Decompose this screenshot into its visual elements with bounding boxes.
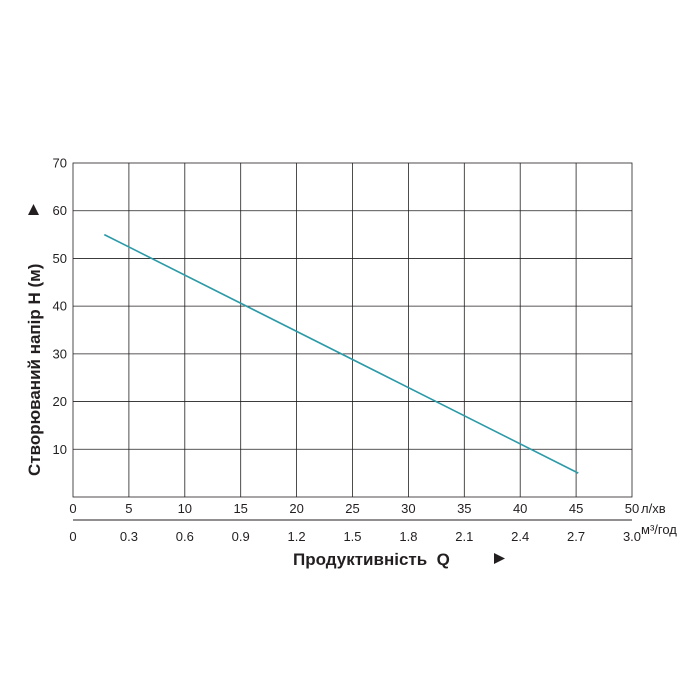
y-tick-label: 60: [53, 203, 67, 218]
y-axis-arrow-icon: [28, 204, 39, 215]
x-tick-label-primary: 40: [513, 501, 527, 516]
x-tick-label-secondary: 2.7: [567, 529, 585, 544]
plot-grid: [72, 162, 633, 498]
series-group: [103, 233, 579, 474]
y-tick-label: 70: [53, 156, 67, 171]
x-tick-label-primary: 30: [401, 501, 415, 516]
y-tick-label: 30: [53, 346, 67, 361]
y-tick-label: 10: [53, 442, 67, 457]
x-tick-label-primary: 45: [569, 501, 583, 516]
x-tick-label-primary: 20: [289, 501, 303, 516]
x-tick-label-secondary: 0.6: [176, 529, 194, 544]
x-axis-title: Продуктивність Q: [293, 550, 450, 569]
y-tick-label: 40: [53, 299, 67, 314]
x-tick-label-secondary: 0.3: [120, 529, 138, 544]
x-tick-labels-secondary: 0 0.3 0.6 0.9 1.2 1.5 1.8 2.1 2.4 2.7 3.0: [69, 529, 641, 544]
x-axis-arrow-icon: [494, 553, 505, 564]
y-axis-title: Створюваний напір H (м): [25, 264, 44, 476]
x-tick-label-secondary: 3.0: [623, 529, 641, 544]
x-tick-label-secondary: 0: [69, 529, 76, 544]
x-tick-label-primary: 10: [178, 501, 192, 516]
x-tick-label-secondary: 0.9: [232, 529, 250, 544]
x-tick-label-secondary: 2.4: [511, 529, 529, 544]
x-tick-label-primary: 35: [457, 501, 471, 516]
y-tick-labels: 10 20 30 40 50 60 70: [53, 156, 67, 457]
y-tick-label: 50: [53, 251, 67, 266]
x-tick-label-primary: 5: [125, 501, 132, 516]
x-tick-label-secondary: 1.5: [343, 529, 361, 544]
series-line-0: [103, 233, 579, 474]
x-unit-primary-label: л/хв: [641, 501, 666, 516]
x-tick-label-secondary: 1.8: [399, 529, 417, 544]
x-tick-label-primary: 50: [625, 501, 639, 516]
y-tick-label: 20: [53, 394, 67, 409]
x-tick-labels-primary: 0 5 10 15 20 25 30 35 40 45 50: [69, 501, 639, 516]
x-tick-label-primary: 0: [69, 501, 76, 516]
x-tick-label-secondary: 1.2: [288, 529, 306, 544]
x-unit-secondary-label: м³/год: [641, 522, 677, 537]
x-tick-label-primary: 25: [345, 501, 359, 516]
x-tick-label-primary: 15: [233, 501, 247, 516]
x-tick-label-secondary: 2.1: [455, 529, 473, 544]
